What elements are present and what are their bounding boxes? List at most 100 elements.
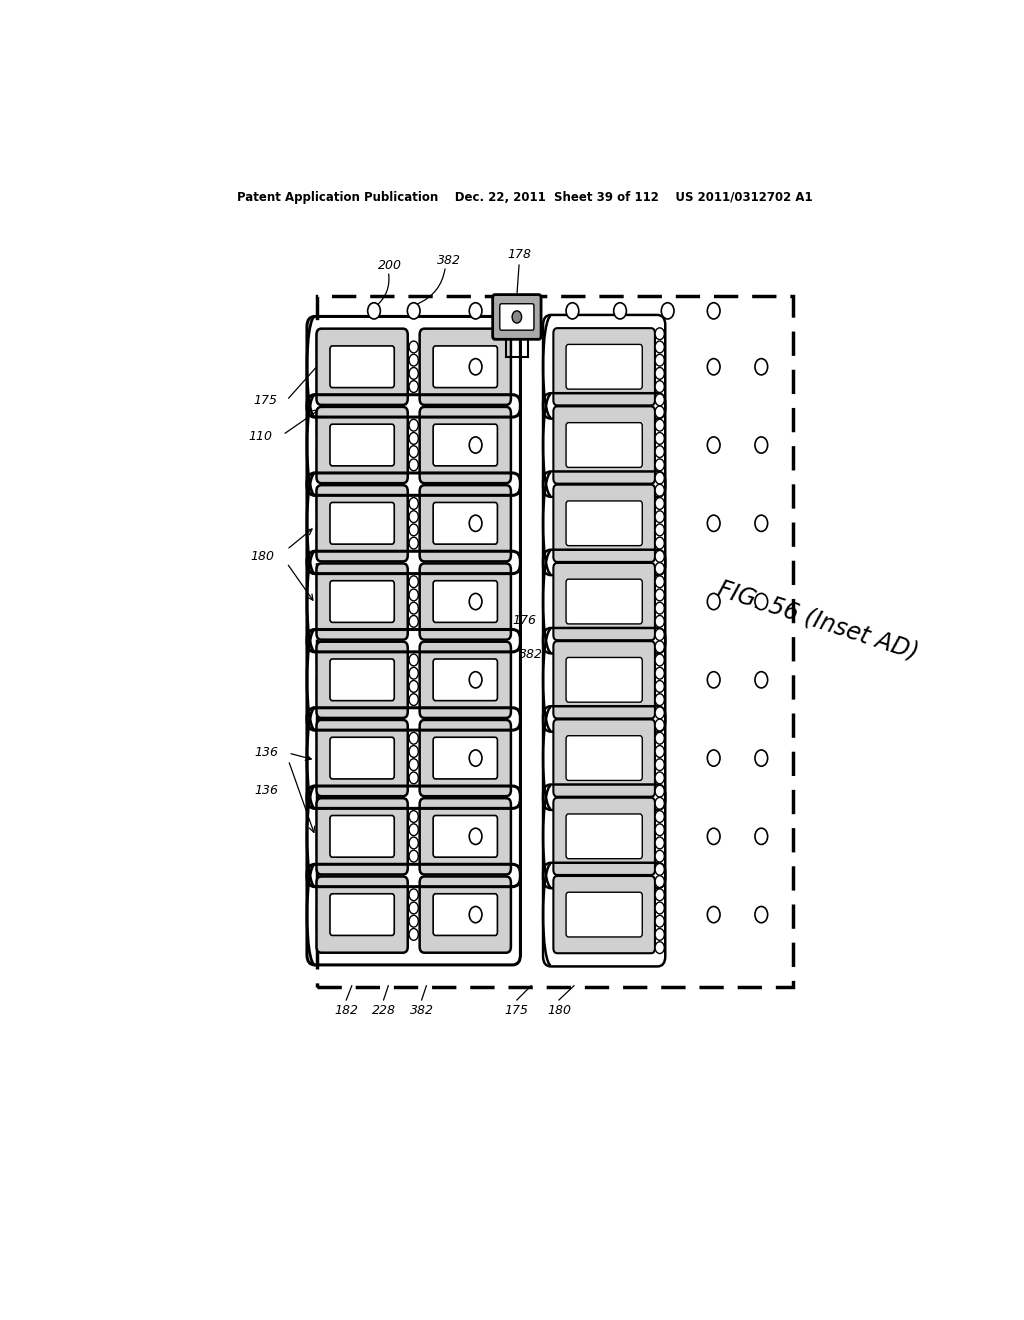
- Circle shape: [655, 785, 665, 797]
- Circle shape: [655, 708, 665, 719]
- Circle shape: [410, 850, 418, 862]
- Circle shape: [708, 907, 720, 923]
- FancyBboxPatch shape: [566, 500, 642, 545]
- FancyBboxPatch shape: [553, 484, 655, 562]
- Circle shape: [410, 694, 418, 705]
- Circle shape: [655, 902, 665, 913]
- Circle shape: [655, 681, 665, 692]
- Circle shape: [410, 576, 418, 587]
- FancyBboxPatch shape: [316, 329, 408, 405]
- FancyBboxPatch shape: [330, 424, 394, 466]
- Circle shape: [655, 484, 665, 496]
- Circle shape: [410, 928, 418, 940]
- FancyBboxPatch shape: [433, 738, 498, 779]
- Circle shape: [655, 354, 665, 366]
- FancyBboxPatch shape: [420, 407, 511, 483]
- FancyBboxPatch shape: [566, 892, 642, 937]
- Circle shape: [655, 797, 665, 809]
- Circle shape: [708, 828, 720, 845]
- Circle shape: [655, 759, 665, 771]
- Text: 178: 178: [507, 248, 531, 261]
- Circle shape: [655, 341, 665, 352]
- FancyBboxPatch shape: [316, 799, 408, 874]
- Circle shape: [655, 473, 665, 484]
- Circle shape: [655, 733, 665, 744]
- Circle shape: [655, 498, 665, 510]
- Circle shape: [469, 437, 482, 453]
- FancyBboxPatch shape: [316, 642, 408, 718]
- Text: 110: 110: [249, 430, 272, 444]
- Circle shape: [410, 668, 418, 678]
- FancyBboxPatch shape: [420, 564, 511, 640]
- FancyBboxPatch shape: [420, 642, 511, 718]
- Text: 382: 382: [519, 648, 543, 661]
- Text: 228: 228: [372, 1003, 395, 1016]
- Text: 182: 182: [334, 1003, 358, 1016]
- FancyBboxPatch shape: [566, 579, 642, 624]
- Circle shape: [655, 888, 665, 900]
- Circle shape: [708, 594, 720, 610]
- Circle shape: [410, 433, 418, 445]
- FancyBboxPatch shape: [330, 816, 394, 857]
- Circle shape: [410, 341, 418, 352]
- Circle shape: [708, 672, 720, 688]
- Circle shape: [662, 302, 674, 319]
- FancyBboxPatch shape: [330, 659, 394, 701]
- Circle shape: [368, 302, 380, 319]
- Circle shape: [469, 828, 482, 845]
- Circle shape: [408, 302, 420, 319]
- Circle shape: [469, 907, 482, 923]
- Circle shape: [755, 828, 768, 845]
- Text: 136: 136: [255, 784, 279, 797]
- Circle shape: [655, 719, 665, 731]
- Circle shape: [655, 380, 665, 392]
- Circle shape: [755, 594, 768, 610]
- Circle shape: [655, 824, 665, 836]
- Circle shape: [410, 837, 418, 849]
- FancyBboxPatch shape: [433, 581, 498, 623]
- Circle shape: [708, 302, 720, 319]
- Circle shape: [512, 312, 521, 323]
- FancyBboxPatch shape: [420, 799, 511, 874]
- Circle shape: [410, 589, 418, 601]
- Text: 382: 382: [410, 1003, 433, 1016]
- FancyBboxPatch shape: [566, 345, 642, 389]
- Circle shape: [613, 302, 627, 319]
- Text: 180: 180: [251, 550, 274, 564]
- Circle shape: [655, 837, 665, 849]
- Circle shape: [655, 550, 665, 562]
- FancyBboxPatch shape: [433, 346, 498, 388]
- Circle shape: [469, 359, 482, 375]
- Text: 136: 136: [255, 747, 279, 759]
- Circle shape: [469, 515, 482, 532]
- Circle shape: [655, 628, 665, 640]
- FancyBboxPatch shape: [316, 564, 408, 640]
- FancyBboxPatch shape: [566, 657, 642, 702]
- FancyBboxPatch shape: [330, 738, 394, 779]
- Circle shape: [655, 576, 665, 587]
- Circle shape: [410, 615, 418, 627]
- Circle shape: [410, 459, 418, 471]
- FancyBboxPatch shape: [433, 894, 498, 936]
- Circle shape: [655, 850, 665, 862]
- Circle shape: [655, 511, 665, 523]
- Text: 200: 200: [378, 259, 401, 272]
- FancyBboxPatch shape: [330, 346, 394, 388]
- Circle shape: [655, 407, 665, 418]
- Circle shape: [410, 446, 418, 458]
- FancyBboxPatch shape: [330, 581, 394, 623]
- Circle shape: [655, 694, 665, 705]
- Circle shape: [410, 420, 418, 432]
- Circle shape: [655, 863, 665, 875]
- FancyBboxPatch shape: [420, 876, 511, 953]
- Circle shape: [655, 746, 665, 758]
- Circle shape: [655, 772, 665, 784]
- Circle shape: [410, 537, 418, 549]
- Circle shape: [410, 888, 418, 900]
- Circle shape: [469, 302, 482, 319]
- FancyBboxPatch shape: [553, 407, 655, 483]
- Circle shape: [655, 327, 665, 339]
- Circle shape: [566, 302, 579, 319]
- FancyBboxPatch shape: [553, 642, 655, 718]
- Circle shape: [655, 602, 665, 614]
